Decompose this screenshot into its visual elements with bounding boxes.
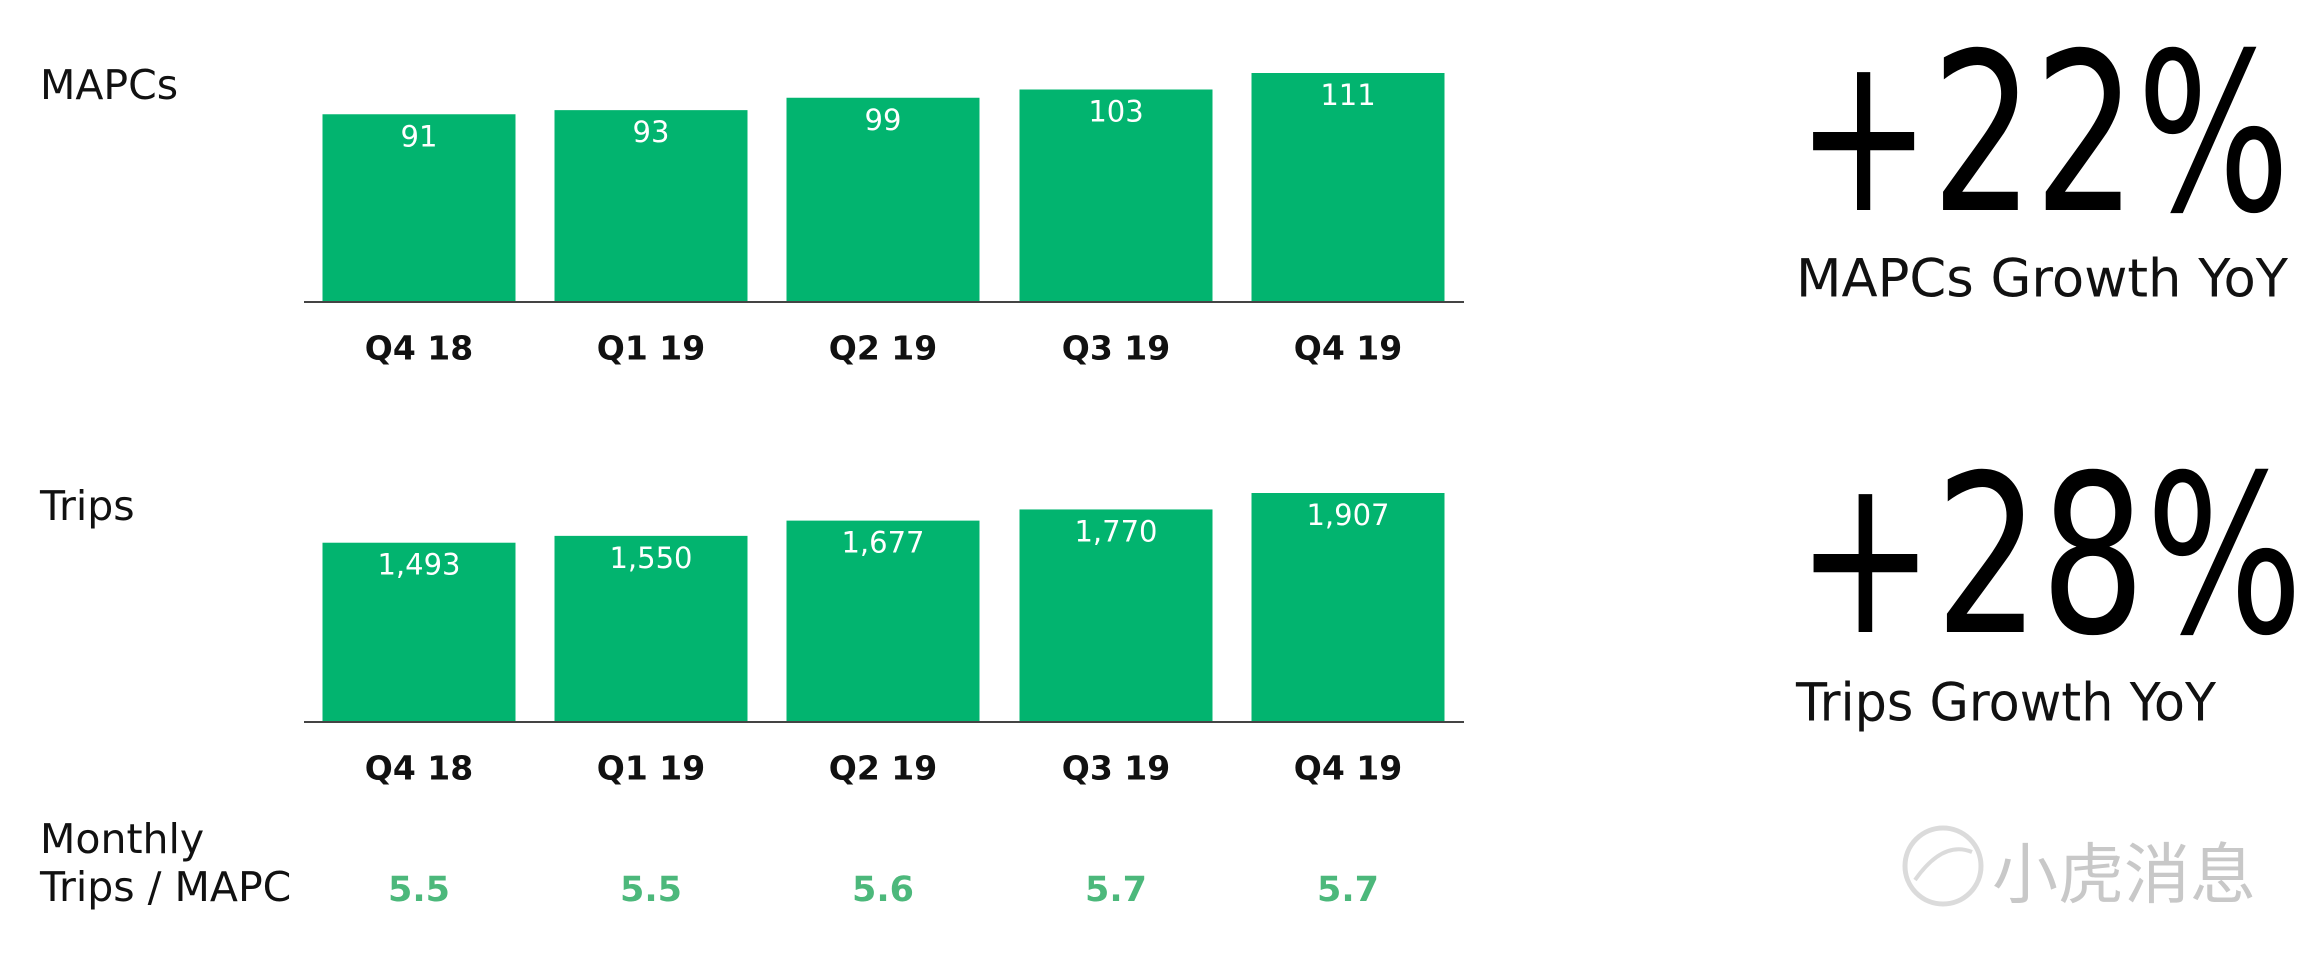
x-tick-label: Q4 19 <box>1294 749 1402 788</box>
x-tick-label: Q4 18 <box>365 329 473 368</box>
x-tick-label: Q1 19 <box>597 749 705 788</box>
x-tick-label: Q4 19 <box>1294 329 1402 368</box>
x-tick-label: Q3 19 <box>1062 749 1170 788</box>
value-label: 1,677 <box>841 526 924 560</box>
metric-label: Monthly <box>40 815 204 863</box>
chart-title: Trips <box>39 482 135 530</box>
bar <box>554 110 748 302</box>
bar <box>1019 509 1213 722</box>
bar <box>1251 73 1445 302</box>
x-tick-label: Q1 19 <box>597 329 705 368</box>
metric-value: 5.6 <box>852 870 914 910</box>
value-label: 93 <box>633 115 670 149</box>
bar <box>786 97 980 302</box>
value-label: 103 <box>1088 95 1143 129</box>
metric-value: 5.7 <box>1085 870 1147 910</box>
highlight-caption: MAPCs Growth YoY <box>1796 249 2289 310</box>
x-tick-label: Q3 19 <box>1062 329 1170 368</box>
watermark-logo <box>1902 825 1984 907</box>
x-tick-label: Q4 18 <box>365 749 473 788</box>
value-label: 1,550 <box>609 541 692 575</box>
metric-value: 5.5 <box>620 870 682 910</box>
bar <box>1251 493 1445 722</box>
highlight-caption: Trips Growth YoY <box>1795 673 2217 734</box>
highlight-value: +28% <box>1796 428 2303 684</box>
value-label: 111 <box>1320 78 1375 112</box>
x-tick-label: Q2 19 <box>829 749 937 788</box>
value-label: 1,770 <box>1074 514 1157 548</box>
metric-label: Trips / MAPC <box>39 863 291 911</box>
x-tick-label: Q2 19 <box>829 329 937 368</box>
metric-value: 5.7 <box>1317 870 1379 910</box>
value-label: 99 <box>865 103 902 137</box>
value-label: 1,907 <box>1306 498 1389 532</box>
bar <box>1019 89 1213 302</box>
chart-title: MAPCs <box>40 61 178 109</box>
metric-value: 5.5 <box>388 870 450 910</box>
bar <box>322 542 516 722</box>
value-label: 1,493 <box>377 548 460 582</box>
bar <box>786 520 980 722</box>
highlight-value: +22% <box>1796 6 2290 262</box>
bar <box>554 535 748 722</box>
bar <box>322 114 516 302</box>
watermark: 小虎消息 <box>1992 837 2256 911</box>
value-label: 91 <box>401 119 438 153</box>
